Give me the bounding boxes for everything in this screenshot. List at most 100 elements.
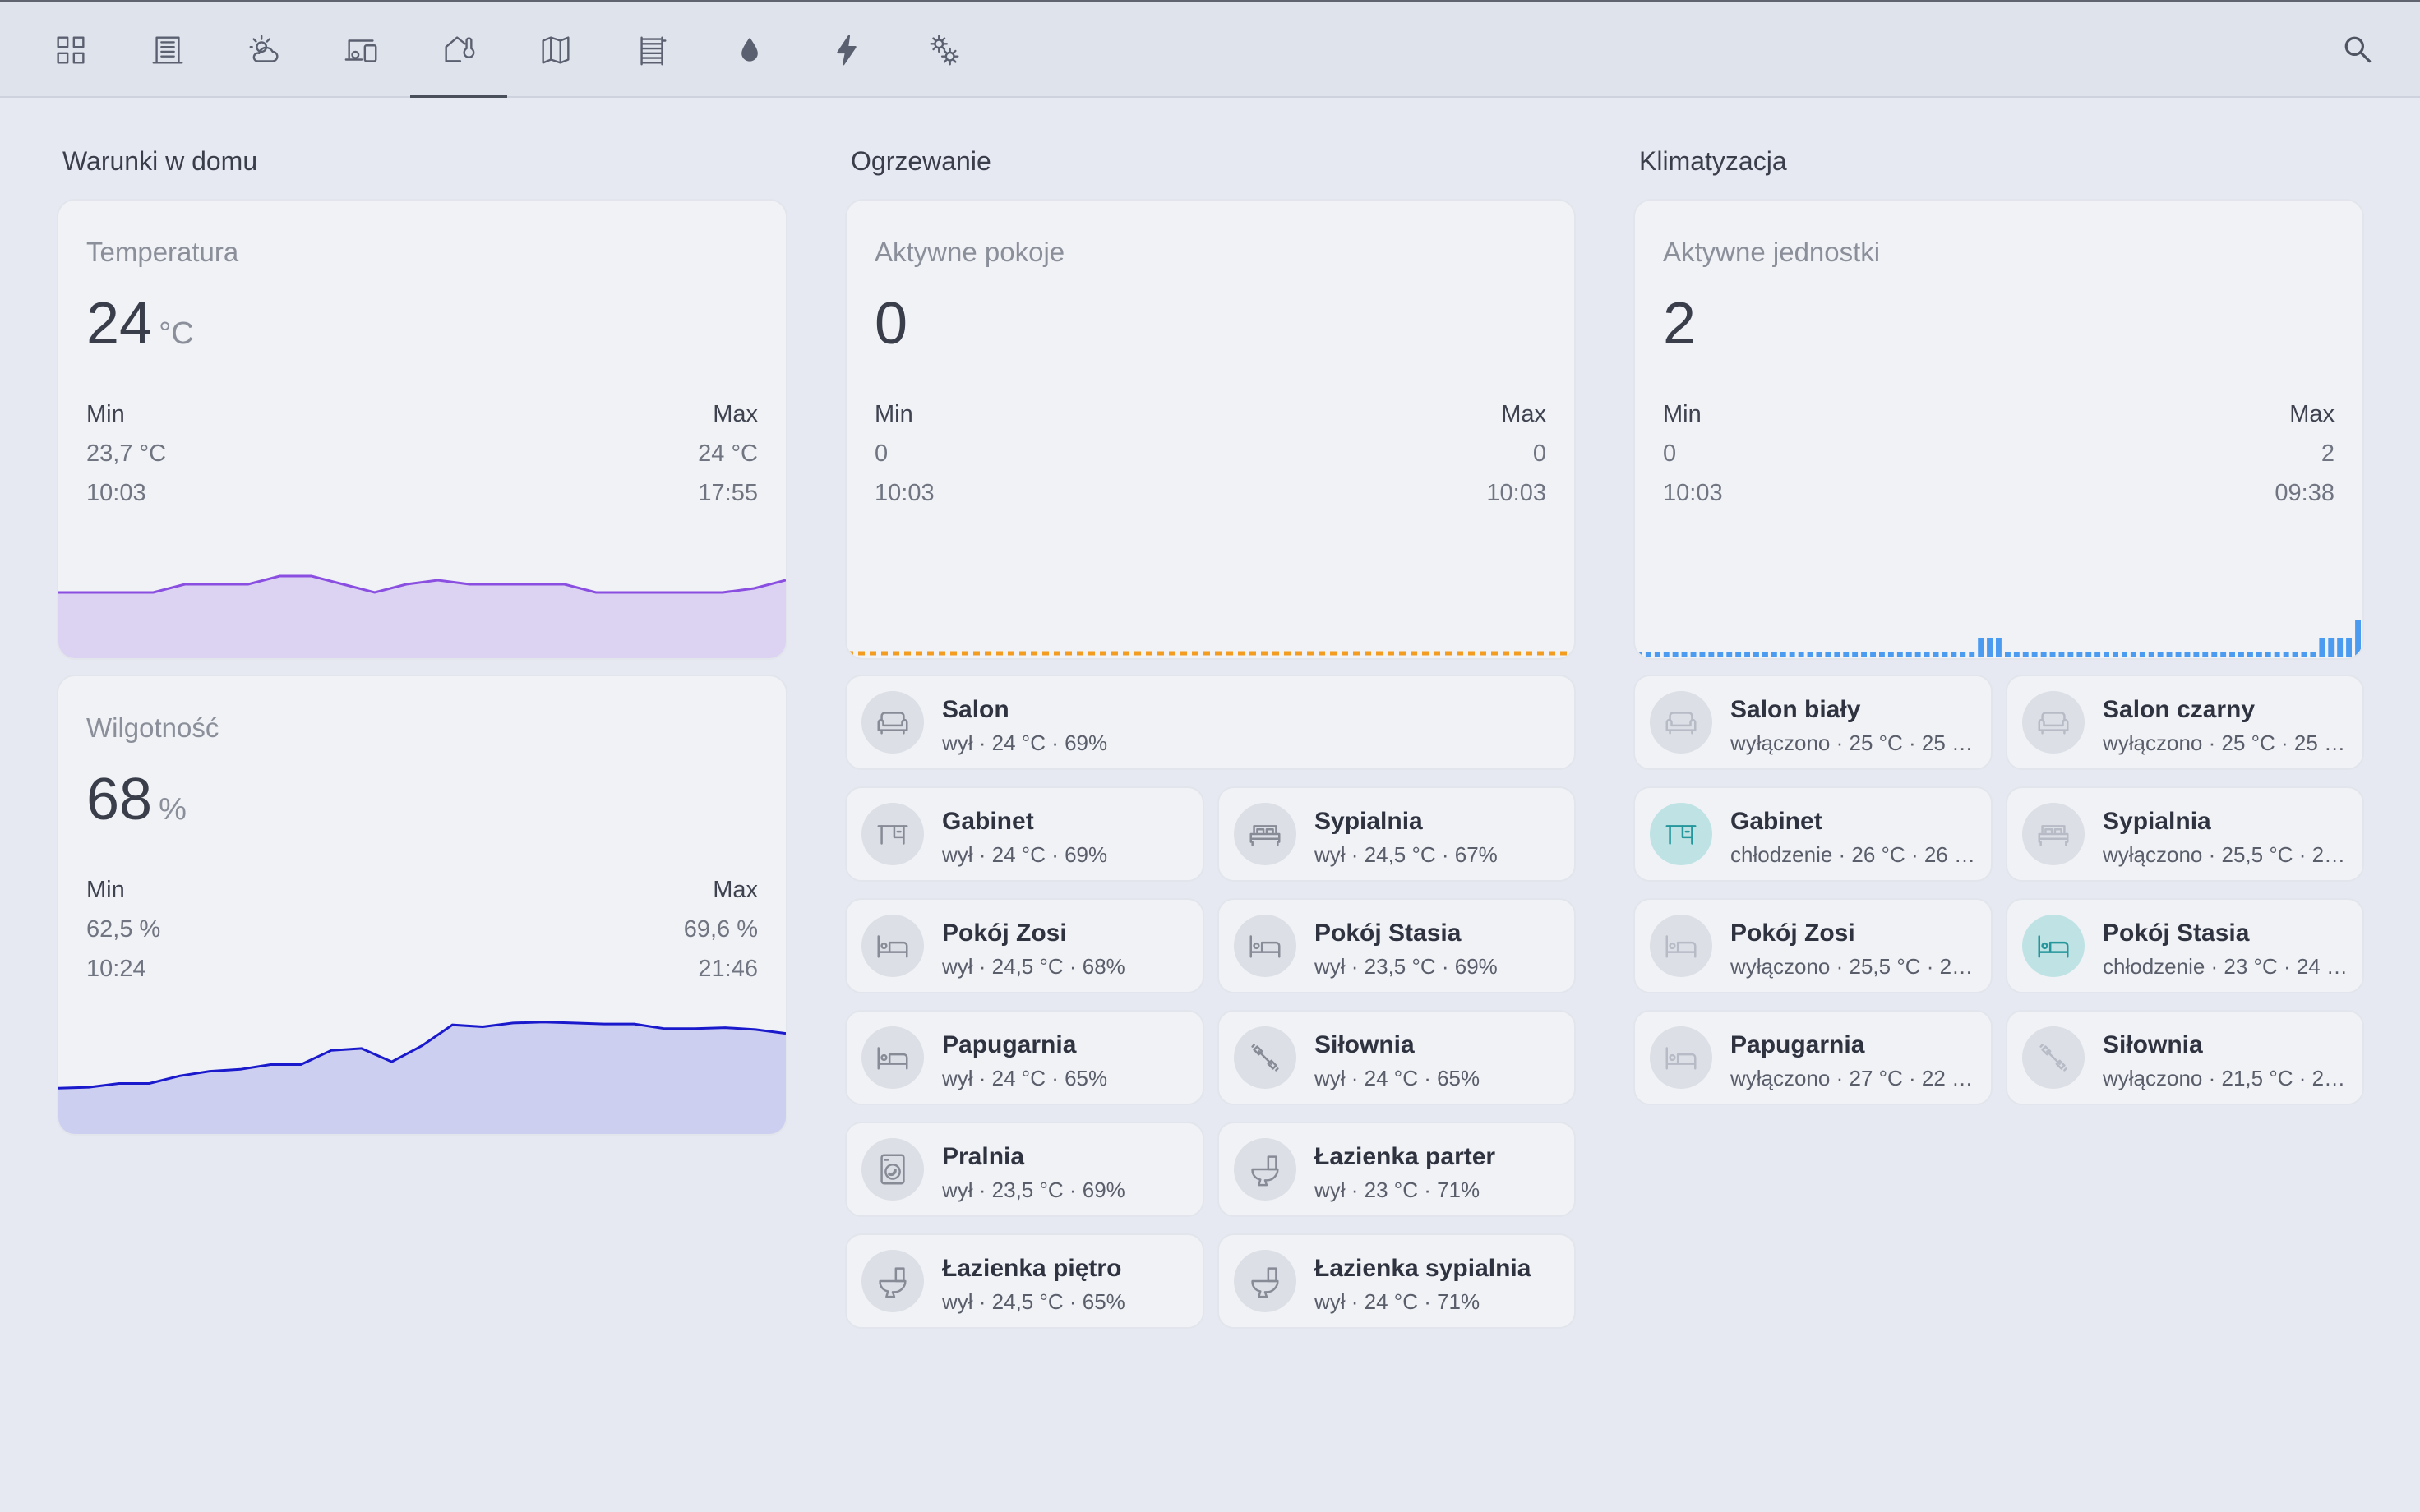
heating-room-tile-lazienka-pietro[interactable]: Łazienka piętro wył · 24,5 °C · 65%	[845, 1233, 1204, 1329]
room-name: Salon	[942, 696, 1009, 723]
room-name: Gabinet	[942, 808, 1034, 835]
ac-active-units-card[interactable]: Aktywne jednostki 2 Min Max 0 2 10:03 09…	[1633, 199, 2364, 660]
tab-overview[interactable]	[22, 2, 119, 98]
bed-icon	[2038, 935, 2069, 958]
value-number: 68	[86, 767, 153, 832]
max-time: 10:03	[1486, 480, 1546, 506]
heating-active-rooms-card[interactable]: Aktywne pokoje 0 Min Max 0 0 10:03 10:03	[845, 199, 1576, 660]
room-state: wył · 24,5 °C · 65%	[942, 1289, 1125, 1314]
tab-energy[interactable]	[798, 2, 895, 98]
chart-bar	[2202, 652, 2209, 657]
heating-room-tile-sypialnia[interactable]: Sypialnia wył · 24,5 °C · 67%	[1217, 786, 1576, 882]
ac-unit-tile-salon-bialy[interactable]: Salon biały wyłączono · 25 °C · 25 …	[1633, 675, 1993, 770]
heating-room-tile-lazienka-parter[interactable]: Łazienka parter wył · 23 °C · 71%	[1217, 1122, 1576, 1217]
min-time: 10:03	[86, 480, 146, 506]
sensor-title: Aktywne jednostki	[1663, 237, 1881, 267]
tile-icon-badge	[2022, 1026, 2085, 1089]
chart-bar	[1637, 652, 1642, 657]
chart-bar	[1978, 638, 1984, 657]
chart-bar	[2005, 652, 2011, 657]
heating-room-tile-pokoj-stasia[interactable]: Pokój Stasia wył · 23,5 °C · 69%	[1217, 898, 1576, 993]
tab-radiator[interactable]	[604, 2, 701, 98]
heating-room-tile-pokoj-zosi[interactable]: Pokój Zosi wył · 24,5 °C · 68%	[845, 898, 1204, 993]
unit-state: wyłączono · 25,5 °C · 2…	[2103, 842, 2346, 867]
chart-area	[58, 576, 786, 658]
dumbbell-icon	[1251, 1044, 1279, 1072]
ac-history-chart	[1637, 620, 2361, 657]
chart-bar	[1987, 638, 1993, 657]
tile-icon-badge	[1650, 691, 1712, 754]
min-time: 10:03	[875, 480, 935, 506]
heating-room-tile-salon[interactable]: Salon wył · 24 °C · 69%	[845, 675, 1576, 770]
weather-icon	[249, 35, 279, 62]
chart-bar	[1735, 652, 1742, 657]
max-label: Max	[713, 877, 758, 903]
chart-bar	[2076, 652, 2083, 657]
room-name: Siłownia	[1314, 1031, 1415, 1058]
ac-unit-tile-sypialnia[interactable]: Sypialnia wyłączono · 25,5 °C · 2…	[2006, 786, 2364, 882]
chart-bar	[1645, 652, 1651, 657]
unit-state: wyłączono · 21,5 °C · 2…	[2103, 1066, 2346, 1090]
ac-unit-tile-papugarnia[interactable]: Papugarnia wyłączono · 27 °C · 22 …	[1633, 1010, 1993, 1105]
map-icon	[542, 35, 570, 64]
unit-state: wyłączono · 25 °C · 25 …	[1730, 731, 1974, 755]
tab-settings[interactable]	[895, 2, 992, 98]
chart-bar	[2113, 652, 2118, 657]
min-value: 62,5 %	[86, 916, 161, 943]
ac-unit-tile-pokoj-stasia[interactable]: Pokój Stasia chłodzenie · 23 °C · 24 …	[2006, 898, 2364, 993]
sensor-value: 2	[1663, 291, 1697, 357]
tab-building[interactable]	[119, 2, 216, 98]
chart-bar	[2139, 652, 2145, 657]
ac-unit-tile-pokoj-zosi[interactable]: Pokój Zosi wyłączono · 25,5 °C · 2…	[1633, 898, 1993, 993]
min-time: 10:03	[1663, 480, 1723, 506]
heating-room-tile-pralnia[interactable]: Pralnia wył · 23,5 °C · 69%	[845, 1122, 1204, 1217]
room-name: Łazienka sypialnia	[1314, 1255, 1531, 1282]
unit-name: Salon czarny	[2103, 696, 2256, 723]
ac-unit-tile-salon-czarny[interactable]: Salon czarny wyłączono · 25 °C · 25 …	[2006, 675, 2364, 770]
heating-room-tile-gabinet[interactable]: Gabinet wył · 24 °C · 69%	[845, 786, 1204, 882]
chart-bar	[2148, 652, 2154, 657]
chart-bar	[1951, 652, 1957, 657]
heating-room-tile-silownia[interactable]: Siłownia wył · 24 °C · 65%	[1217, 1010, 1576, 1105]
chart-bar	[1780, 652, 1786, 657]
chart-bar	[1896, 652, 1903, 657]
room-state: wył · 24 °C · 65%	[1314, 1066, 1480, 1090]
chart-bar	[2175, 652, 2182, 657]
chart-bar	[2067, 652, 2074, 657]
toilet-icon	[879, 1267, 907, 1298]
tab-devices[interactable]	[313, 2, 410, 98]
temperature-card[interactable]: Temperatura 24 °C Min Max 23,7 °C 24 °C 1…	[57, 199, 787, 660]
room-state: wył · 23 °C · 71%	[1314, 1178, 1480, 1202]
ac-unit-tile-silownia[interactable]: Siłownia wyłączono · 21,5 °C · 2…	[2006, 1010, 2364, 1105]
min-value: 0	[1663, 440, 1677, 467]
room-state: wył · 24 °C · 69%	[942, 731, 1108, 755]
chart-bar	[2184, 652, 2191, 657]
unit-state: chłodzenie · 23 °C · 24 …	[2103, 954, 2348, 979]
washing-machine-icon	[880, 1154, 905, 1185]
bed-double-icon	[1249, 825, 1281, 846]
tile-icon-badge	[1234, 1250, 1296, 1312]
tab-map[interactable]	[507, 2, 604, 98]
chart-bar	[1816, 652, 1822, 657]
chart-bar	[2166, 652, 2173, 657]
chart-bar	[2238, 652, 2244, 657]
ac-unit-tile-gabinet[interactable]: Gabinet chłodzenie · 26 °C · 26 …	[1633, 786, 1993, 882]
chart-line	[58, 1021, 786, 1090]
humidity-history-chart	[58, 1021, 786, 1134]
desk-icon	[877, 825, 908, 845]
tab-home-climate[interactable]	[410, 2, 507, 98]
chart-bar	[1807, 652, 1813, 657]
chart-bar	[2346, 638, 2352, 657]
room-name: Papugarnia	[942, 1031, 1077, 1058]
search-button[interactable]	[2333, 25, 2382, 74]
humidity-card[interactable]: Wilgotność 68% Min Max 62,5 % 69,6 % 10:…	[57, 675, 787, 1136]
min-label: Min	[875, 401, 913, 427]
chart-bar	[1708, 652, 1715, 657]
tile-icon-badge	[861, 1138, 924, 1201]
tab-water[interactable]	[701, 2, 798, 98]
heating-room-tile-lazienka-sypialnia[interactable]: Łazienka sypialnia wył · 24 °C · 71%	[1217, 1233, 1576, 1329]
heating-room-tile-papugarnia[interactable]: Papugarnia wył · 24 °C · 65%	[845, 1010, 1204, 1105]
tab-weather[interactable]	[216, 2, 313, 98]
max-label: Max	[713, 401, 758, 427]
chart-bar	[1969, 652, 1975, 657]
